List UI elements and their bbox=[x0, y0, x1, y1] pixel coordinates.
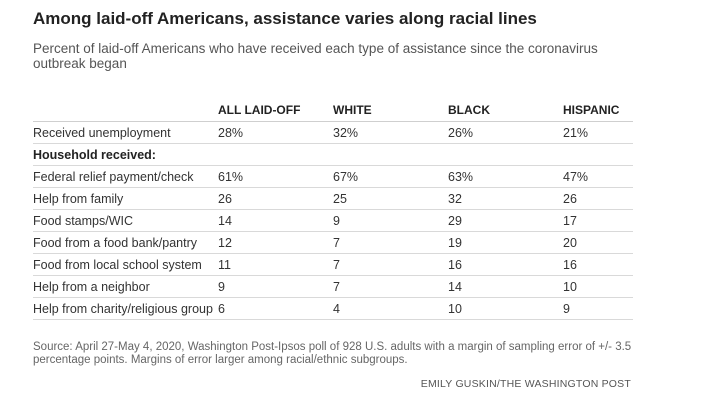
section-spacer bbox=[448, 143, 563, 166]
table-cell: 14 bbox=[218, 209, 333, 232]
table-cell: 63% bbox=[448, 165, 563, 188]
table-cell: 7 bbox=[333, 275, 448, 298]
table-cell: 29 bbox=[448, 209, 563, 232]
column-header: WHITE bbox=[333, 99, 448, 122]
table-cell: 10 bbox=[448, 297, 563, 320]
column-header: ALL LAID-OFF bbox=[218, 99, 333, 122]
header-row: ALL LAID-OFF WHITE BLACK HISPANIC bbox=[33, 99, 633, 122]
table-cell: 7 bbox=[333, 231, 448, 254]
row-label: Food from local school system bbox=[33, 253, 218, 276]
chart-subtitle: Percent of laid-off Americans who have r… bbox=[33, 41, 598, 71]
table-row: Food stamps/WIC 14 9 29 17 bbox=[33, 209, 633, 232]
section-row: Household received: bbox=[33, 143, 633, 166]
table-cell: 11 bbox=[218, 253, 333, 276]
section-spacer bbox=[563, 143, 633, 166]
table-row: Food from a food bank/pantry 12 7 19 20 bbox=[33, 231, 633, 254]
section-spacer bbox=[333, 143, 448, 166]
table-cell: 26 bbox=[218, 187, 333, 210]
source-note: Source: April 27-May 4, 2020, Washington… bbox=[33, 341, 632, 366]
table-cell: 20 bbox=[563, 231, 633, 254]
row-label: Help from charity/religious group bbox=[33, 297, 218, 320]
row-label: Help from family bbox=[33, 187, 218, 210]
table-cell: 32% bbox=[333, 121, 448, 144]
table-cell: 19 bbox=[448, 231, 563, 254]
credit-line: EMILY GUSKIN/THE WASHINGTON POST bbox=[420, 378, 631, 390]
table-cell: 4 bbox=[333, 297, 448, 320]
table-cell: 9 bbox=[333, 209, 448, 232]
table-cell: 16 bbox=[563, 253, 633, 276]
table-cell: 67% bbox=[333, 165, 448, 188]
table-row: Help from charity/religious group 6 4 10 9 bbox=[33, 297, 633, 320]
table-cell: 26 bbox=[563, 187, 633, 210]
section-spacer bbox=[218, 143, 333, 166]
table-row: Received unemployment 28% 32% 26% 21% bbox=[33, 121, 633, 144]
data-table: ALL LAID-OFF WHITE BLACK HISPANIC Receiv… bbox=[33, 99, 633, 320]
table-row: Food from local school system 11 7 16 16 bbox=[33, 253, 633, 276]
table-cell: 9 bbox=[218, 275, 333, 298]
section-label: Household received: bbox=[33, 143, 218, 166]
table-cell: 14 bbox=[448, 275, 563, 298]
column-header: BLACK bbox=[448, 99, 563, 122]
table-cell: 10 bbox=[563, 275, 633, 298]
row-label: Federal relief payment/check bbox=[33, 165, 218, 188]
table-cell: 47% bbox=[563, 165, 633, 188]
table-cell: 7 bbox=[333, 253, 448, 276]
table-cell: 25 bbox=[333, 187, 448, 210]
table-row: Help from a neighbor 9 7 14 10 bbox=[33, 275, 633, 298]
row-label: Help from a neighbor bbox=[33, 275, 218, 298]
table-cell: 6 bbox=[218, 297, 333, 320]
table-cell: 12 bbox=[218, 231, 333, 254]
row-label: Food from a food bank/pantry bbox=[33, 231, 218, 254]
table-row: Help from family 26 25 32 26 bbox=[33, 187, 633, 210]
table-cell: 28% bbox=[218, 121, 333, 144]
table-cell: 9 bbox=[563, 297, 633, 320]
row-label: Received unemployment bbox=[33, 121, 218, 144]
table-cell: 21% bbox=[563, 121, 633, 144]
header-blank bbox=[33, 99, 218, 122]
table-body: Received unemployment 28% 32% 26% 21% Househo… bbox=[33, 121, 633, 320]
column-header: HISPANIC bbox=[563, 99, 633, 122]
row-label: Food stamps/WIC bbox=[33, 209, 218, 232]
table-cell: 61% bbox=[218, 165, 333, 188]
chart-title: Among laid-off Americans, assistance var… bbox=[33, 9, 537, 28]
table-cell: 26% bbox=[448, 121, 563, 144]
table-cell: 16 bbox=[448, 253, 563, 276]
table-row: Federal relief payment/check 61% 67% 63% 47% bbox=[33, 165, 633, 188]
table-cell: 32 bbox=[448, 187, 563, 210]
table-cell: 17 bbox=[563, 209, 633, 232]
